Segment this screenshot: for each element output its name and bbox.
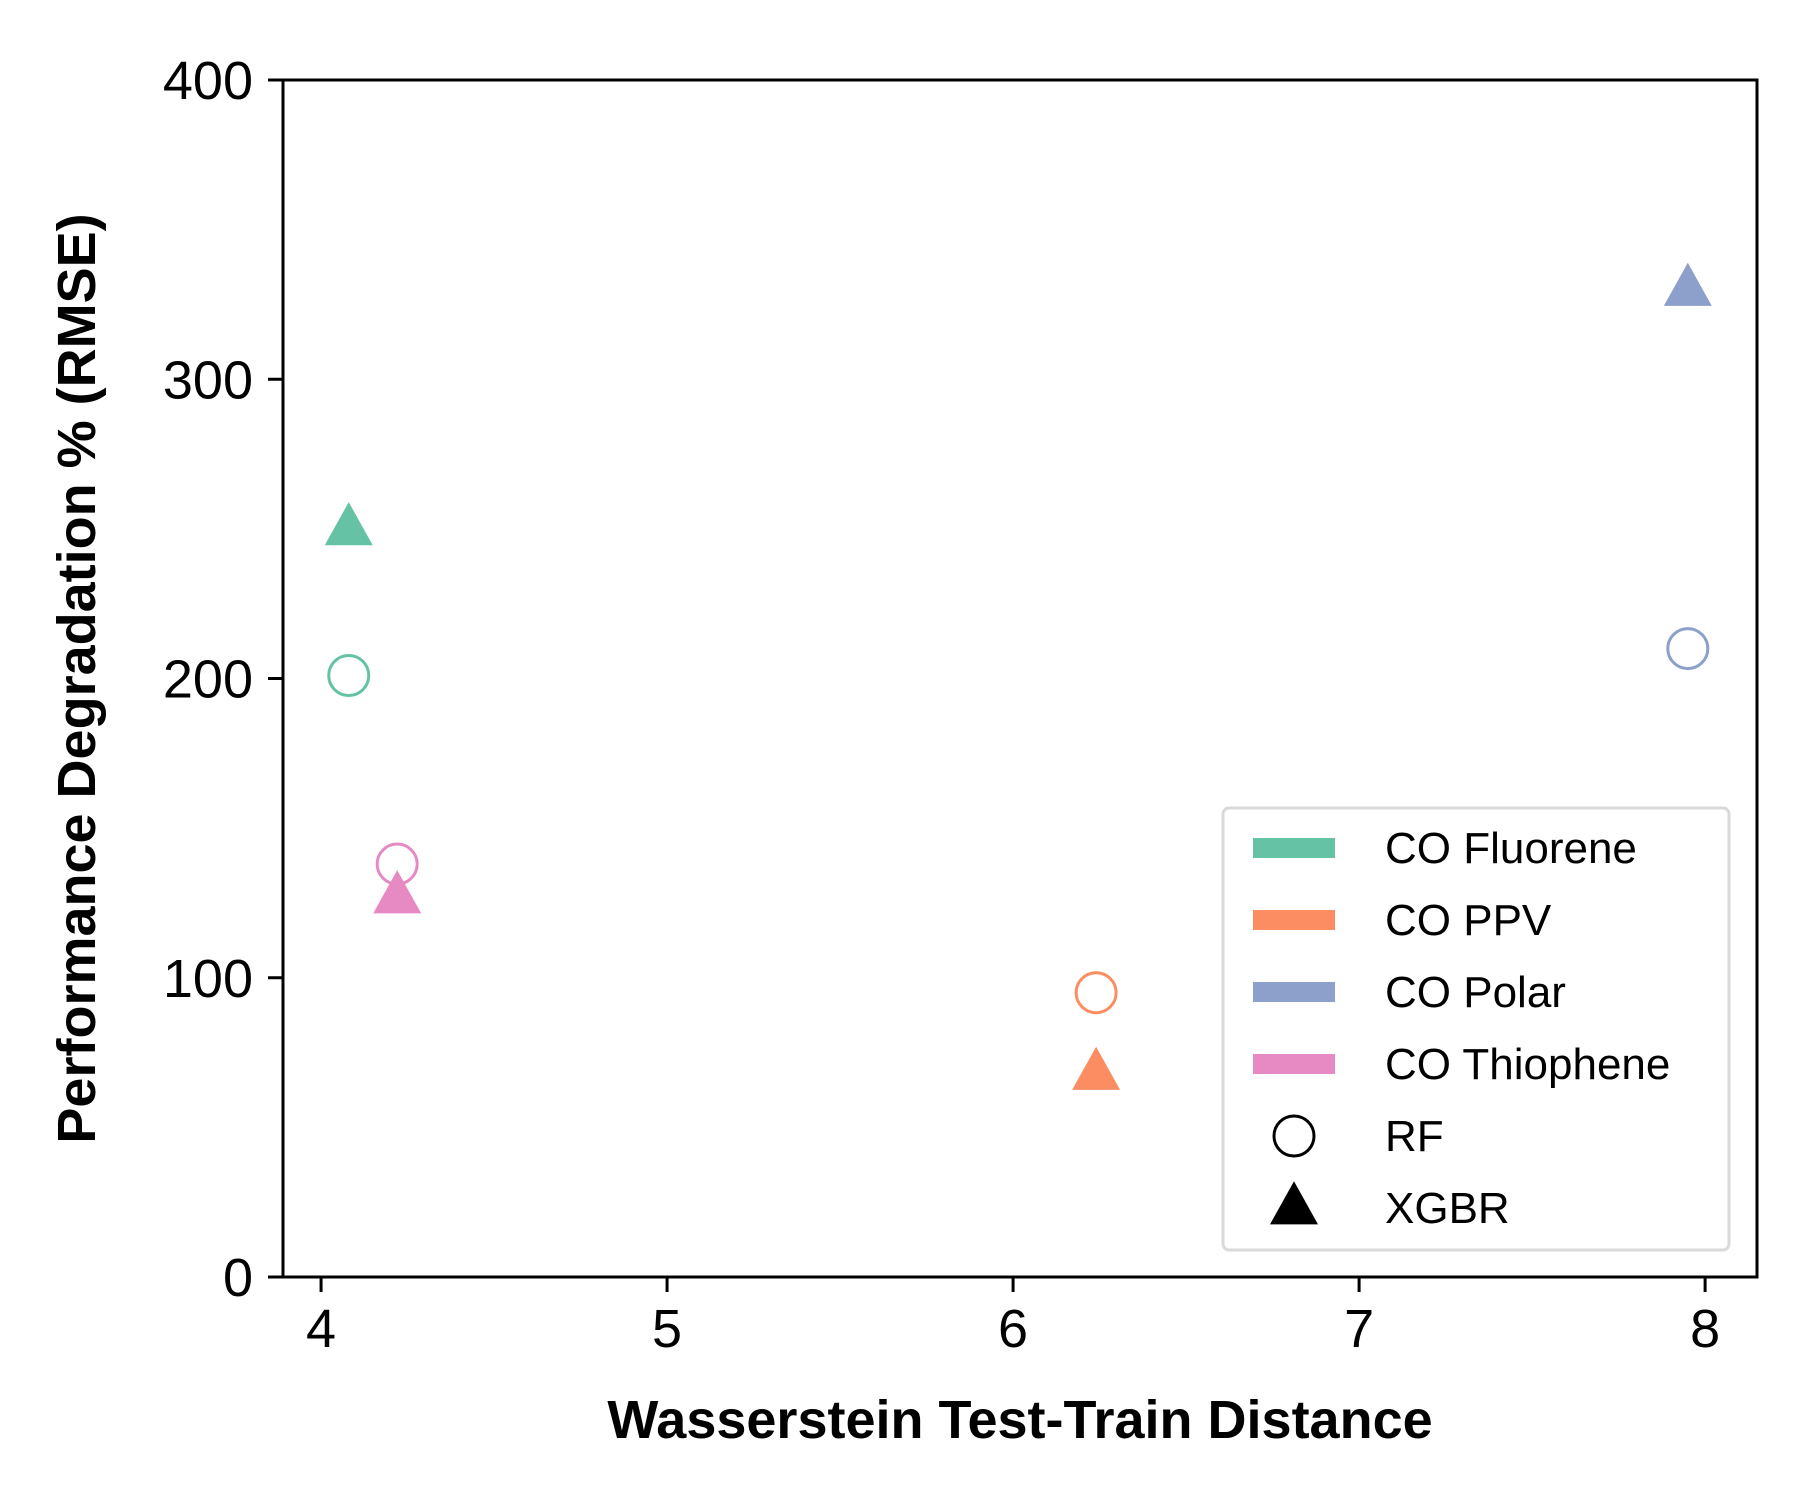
legend: CO Fluorene CO PPV CO Polar CO Thiophene RF X… bbox=[1221, 806, 1731, 1252]
x-tick-label: 7 bbox=[1344, 1299, 1374, 1359]
legend-xgbr-icon bbox=[1270, 1181, 1318, 1225]
xgbr-point bbox=[1663, 262, 1712, 306]
y-tick-label: 200 bbox=[163, 650, 253, 710]
xgbr-point bbox=[324, 502, 373, 546]
legend-label: CO PPV bbox=[1385, 896, 1552, 945]
legend-rf-icon bbox=[1272, 1114, 1316, 1158]
y-tick-label: 0 bbox=[223, 1248, 253, 1308]
rf-point bbox=[1666, 627, 1710, 671]
y-tick-label: 400 bbox=[163, 51, 253, 111]
rf-point bbox=[327, 654, 371, 698]
axes-layer: 4 5 6 7 8 0 100 200 300 400 bbox=[163, 51, 1759, 1359]
legend-label: RF bbox=[1385, 1112, 1444, 1161]
x-tick-label: 8 bbox=[1690, 1299, 1720, 1359]
legend-label: CO Thiophene bbox=[1385, 1040, 1670, 1089]
legend-box bbox=[1221, 806, 1731, 1252]
legend-label: CO Fluorene bbox=[1385, 824, 1637, 873]
y-tick-label: 100 bbox=[163, 949, 253, 1009]
x-axis-title: Wasserstein Test-Train Distance bbox=[607, 1390, 1432, 1450]
x-tick-label: 4 bbox=[306, 1299, 336, 1359]
x-tick-label: 6 bbox=[998, 1299, 1028, 1359]
legend-label: XGBR bbox=[1385, 1184, 1510, 1233]
legend-label: CO Polar bbox=[1385, 968, 1566, 1017]
x-tick-label: 5 bbox=[652, 1299, 682, 1359]
xgbr-point bbox=[1072, 1046, 1121, 1090]
y-axis-title: Performance Degradation % (RMSE) bbox=[47, 213, 107, 1143]
xgbr-point bbox=[373, 870, 422, 914]
y-tick-label: 300 bbox=[163, 350, 253, 410]
rf-point bbox=[1074, 971, 1118, 1015]
points-layer bbox=[324, 262, 1712, 1090]
